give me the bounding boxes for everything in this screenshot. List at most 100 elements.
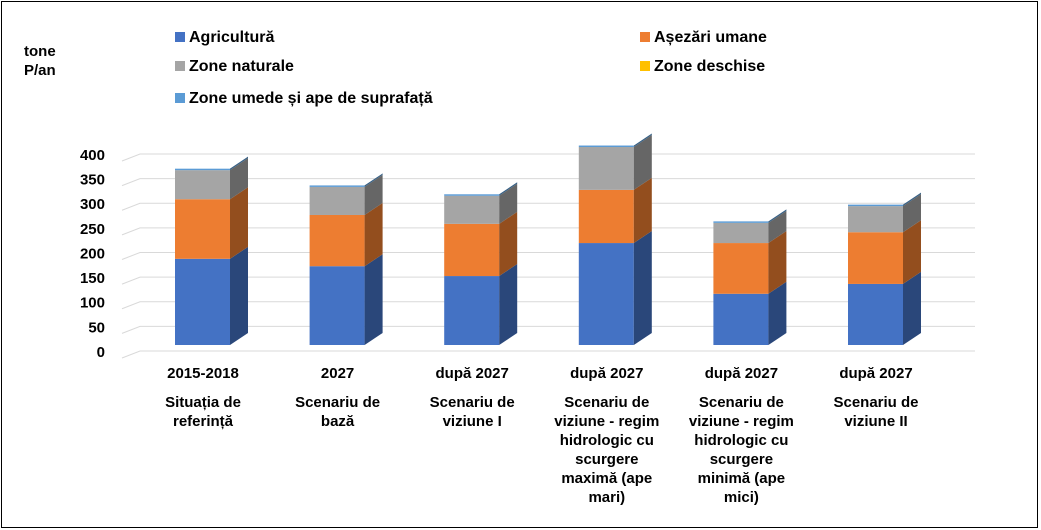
bar-face — [499, 211, 518, 277]
legend-swatch — [175, 32, 185, 42]
bar-segment — [578, 231, 652, 345]
bar-segment — [175, 158, 248, 200]
bar-segment — [578, 133, 652, 148]
legend-label: Zone naturale — [189, 58, 294, 75]
legend-label: Agricultură — [189, 29, 274, 46]
bar-face — [309, 185, 365, 187]
legend-label: Așezări umane — [654, 29, 767, 46]
x-tick-label: după 2027 — [704, 365, 779, 382]
bar-face — [309, 186, 365, 215]
bar-face — [578, 243, 634, 345]
grid-line — [121, 178, 975, 187]
bar-face — [848, 204, 903, 207]
x-tick-label: după 2027 — [570, 365, 644, 382]
bar-segment — [444, 182, 518, 196]
bar-face — [768, 210, 787, 244]
bar-segment — [848, 220, 921, 284]
x-tick-description: Scenariu de viziune I — [429, 394, 515, 430]
legend-swatch — [175, 93, 185, 103]
bar-face — [578, 147, 634, 190]
bar-face — [364, 202, 383, 267]
bar-face — [633, 135, 652, 190]
bar-segment — [444, 264, 518, 345]
bar-face — [364, 254, 383, 345]
bar-face — [903, 192, 921, 207]
bar-face — [230, 246, 248, 345]
bar-face — [578, 145, 634, 148]
bar-face — [230, 158, 248, 200]
grid-line — [121, 153, 975, 162]
bar-face — [848, 206, 903, 233]
legend-swatch — [640, 61, 650, 71]
bar-segment — [848, 194, 921, 233]
bar-face — [848, 232, 903, 284]
bar-segment — [175, 156, 248, 171]
bar-face — [230, 156, 248, 171]
y-axis-label: tone P/an — [24, 43, 56, 79]
x-tick-description: Scenariu de viziune - regim hidrologic c… — [554, 394, 660, 506]
bar-face — [444, 195, 500, 224]
x-tick-description: Scenariu de viziune II — [833, 394, 919, 430]
legend-swatch — [175, 61, 185, 71]
bar-face — [903, 194, 921, 233]
bar-face — [903, 220, 921, 284]
bar-face — [175, 199, 230, 259]
grid-line — [121, 227, 975, 236]
y-tick-label: 150 — [80, 270, 105, 287]
bar-face — [309, 266, 365, 345]
grid-line — [121, 202, 975, 211]
bar-segment — [175, 187, 248, 259]
y-tick-label: 50 — [88, 319, 105, 336]
bar-face — [444, 194, 500, 196]
x-tick-description: Scenariu de bază — [295, 394, 381, 430]
x-tick-description: Scenariu de viziune - regim hidrologic c… — [688, 394, 794, 506]
grid-line — [121, 276, 975, 285]
bar-face — [175, 258, 230, 345]
bar-face — [903, 271, 921, 345]
bar-segment — [578, 135, 652, 190]
bar-face — [444, 276, 500, 345]
bar-face — [768, 209, 787, 223]
bar-face — [175, 170, 230, 200]
bar-face — [633, 177, 652, 244]
bar-face — [444, 223, 500, 277]
y-tick-label: 250 — [80, 221, 105, 238]
bar-segment — [309, 174, 383, 215]
bar-segment — [309, 173, 383, 187]
bar-face — [175, 168, 230, 171]
bar-face — [364, 173, 383, 187]
y-tick-label: 400 — [80, 147, 105, 164]
grid-line — [121, 350, 975, 359]
bar-segment — [713, 210, 787, 244]
bar-segment — [578, 177, 652, 244]
x-tick-label: 2027 — [320, 365, 355, 382]
bar-segment — [713, 281, 787, 345]
bar-face — [848, 283, 903, 345]
grid-line — [121, 301, 975, 310]
bar-face — [633, 133, 652, 148]
bar-segment — [713, 209, 787, 223]
y-tick-label: 0 — [97, 344, 105, 361]
bar-segment — [309, 254, 383, 345]
bar-face — [578, 189, 634, 244]
y-tick-label: 300 — [80, 196, 105, 213]
bar-face — [499, 182, 518, 196]
bar-face — [768, 231, 787, 294]
bar-segment — [175, 246, 248, 345]
x-tick-description: Situația de referință — [165, 394, 241, 430]
grid-line — [121, 325, 975, 334]
x-tick-label: după 2027 — [435, 365, 509, 382]
bar-face — [309, 214, 365, 267]
bar-segment — [848, 271, 921, 345]
bar-face — [768, 281, 787, 345]
bar-face — [364, 174, 383, 215]
bar-face — [499, 264, 518, 345]
bar-segment — [444, 183, 518, 224]
bar-face — [713, 243, 769, 294]
grid-line — [121, 252, 975, 260]
bar-face — [230, 187, 248, 259]
legend-swatch — [640, 32, 650, 42]
x-tick-label: după 2027 — [839, 365, 913, 382]
bar-segment — [713, 231, 787, 294]
